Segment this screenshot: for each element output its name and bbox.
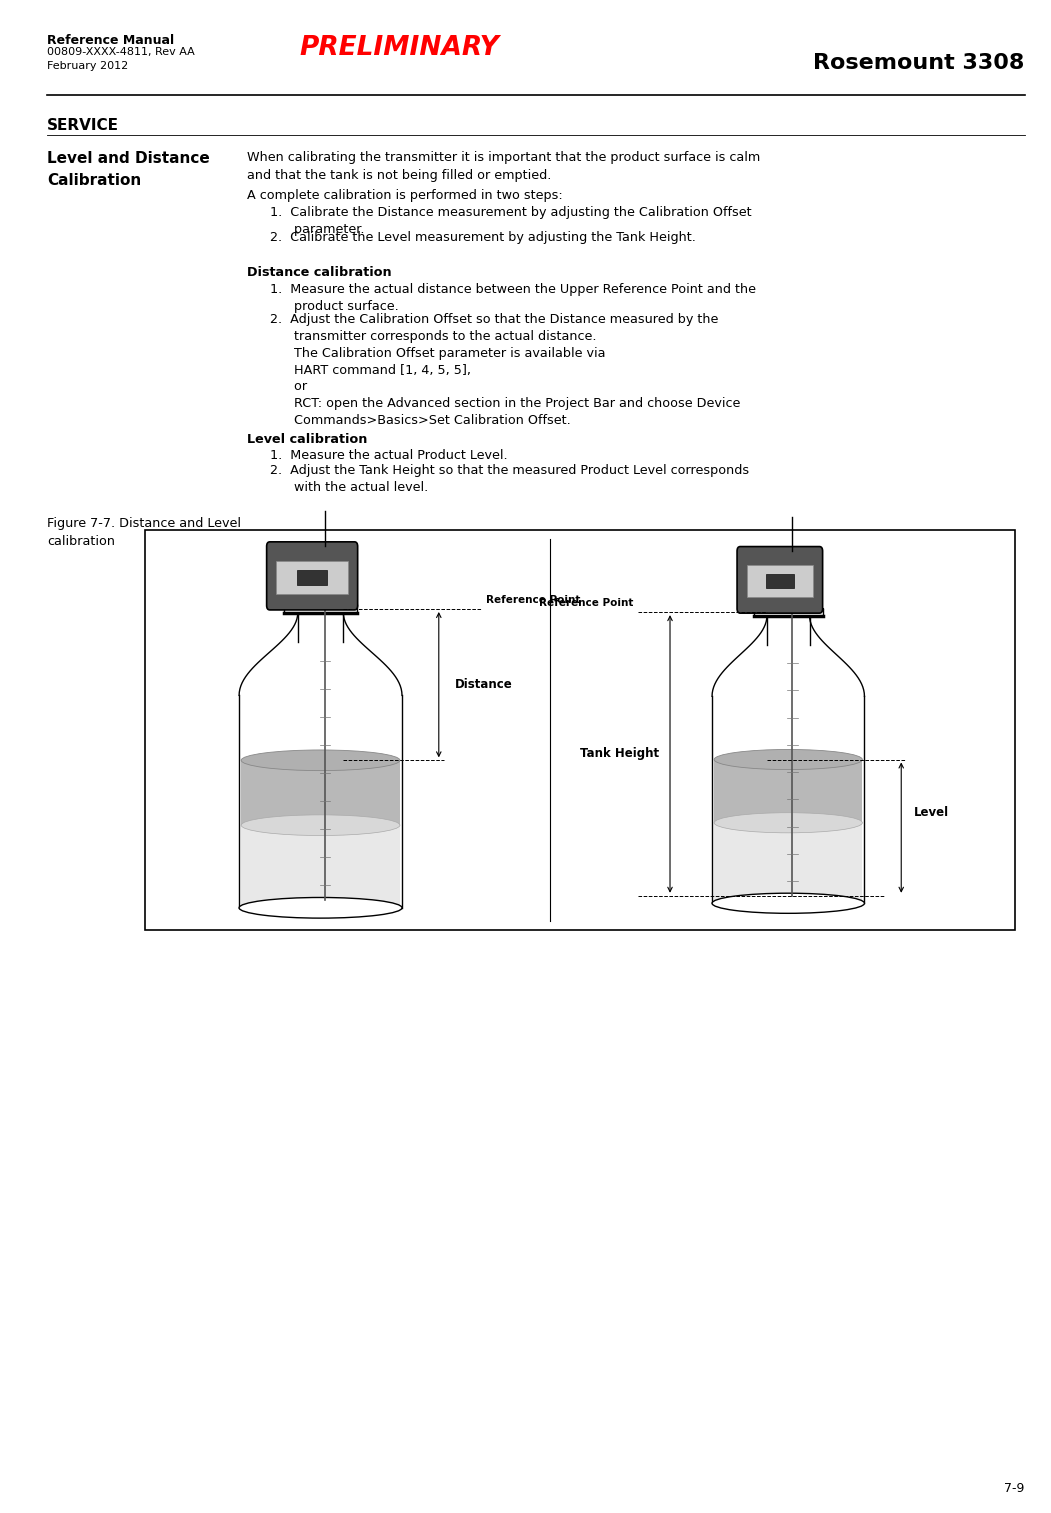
- Ellipse shape: [242, 816, 400, 835]
- Ellipse shape: [715, 812, 862, 832]
- Bar: [297, 570, 327, 584]
- Text: 1.  Measure the actual Product Level.: 1. Measure the actual Product Level.: [270, 449, 508, 463]
- Text: Level calibration: Level calibration: [247, 433, 368, 446]
- Bar: [746, 566, 813, 598]
- Bar: [241, 825, 399, 906]
- Text: 00809-XXXX-4811, Rev AA: 00809-XXXX-4811, Rev AA: [47, 47, 195, 57]
- Bar: [715, 823, 862, 902]
- Bar: [241, 760, 399, 825]
- Text: February 2012: February 2012: [47, 61, 128, 71]
- Text: Reference Point: Reference Point: [487, 595, 580, 605]
- Text: 1.  Measure the actual distance between the Upper Reference Point and the
      : 1. Measure the actual distance between t…: [270, 283, 756, 313]
- Ellipse shape: [712, 893, 864, 914]
- Text: Figure 7-7. Distance and Level
calibration: Figure 7-7. Distance and Level calibrati…: [47, 517, 242, 548]
- FancyBboxPatch shape: [737, 546, 823, 613]
- Bar: [766, 573, 794, 589]
- Bar: [145, 530, 1015, 930]
- Text: Reference Manual: Reference Manual: [47, 35, 174, 47]
- Ellipse shape: [242, 750, 400, 770]
- Text: SERVICE: SERVICE: [47, 118, 120, 133]
- Text: PRELIMINARY: PRELIMINARY: [300, 35, 499, 61]
- Ellipse shape: [715, 749, 862, 770]
- Bar: [715, 760, 862, 823]
- Text: Reference Point: Reference Point: [539, 598, 633, 608]
- Text: 2.  Adjust the Tank Height so that the measured Product Level corresponds
      : 2. Adjust the Tank Height so that the me…: [270, 464, 749, 495]
- Text: Level and Distance
Calibration: Level and Distance Calibration: [47, 151, 210, 188]
- Text: 2.  Calibrate the Level measurement by adjusting the Tank Height.: 2. Calibrate the Level measurement by ad…: [270, 231, 696, 245]
- Text: 1.  Calibrate the Distance measurement by adjusting the Calibration Offset
     : 1. Calibrate the Distance measurement by…: [270, 206, 751, 236]
- FancyBboxPatch shape: [267, 542, 357, 610]
- Text: Distance calibration: Distance calibration: [247, 266, 392, 280]
- Bar: [276, 561, 348, 593]
- Text: Rosemount 3308: Rosemount 3308: [813, 53, 1025, 73]
- Text: Level: Level: [914, 806, 949, 819]
- Ellipse shape: [240, 897, 401, 918]
- Text: Distance: Distance: [455, 678, 512, 691]
- Text: 2.  Adjust the Calibration Offset so that the Distance measured by the
      tra: 2. Adjust the Calibration Offset so that…: [270, 313, 741, 427]
- Text: Tank Height: Tank Height: [580, 747, 660, 761]
- Text: 7-9: 7-9: [1005, 1481, 1025, 1495]
- Text: When calibrating the transmitter it is important that the product surface is cal: When calibrating the transmitter it is i…: [247, 151, 760, 182]
- Text: A complete calibration is performed in two steps:: A complete calibration is performed in t…: [247, 189, 562, 203]
